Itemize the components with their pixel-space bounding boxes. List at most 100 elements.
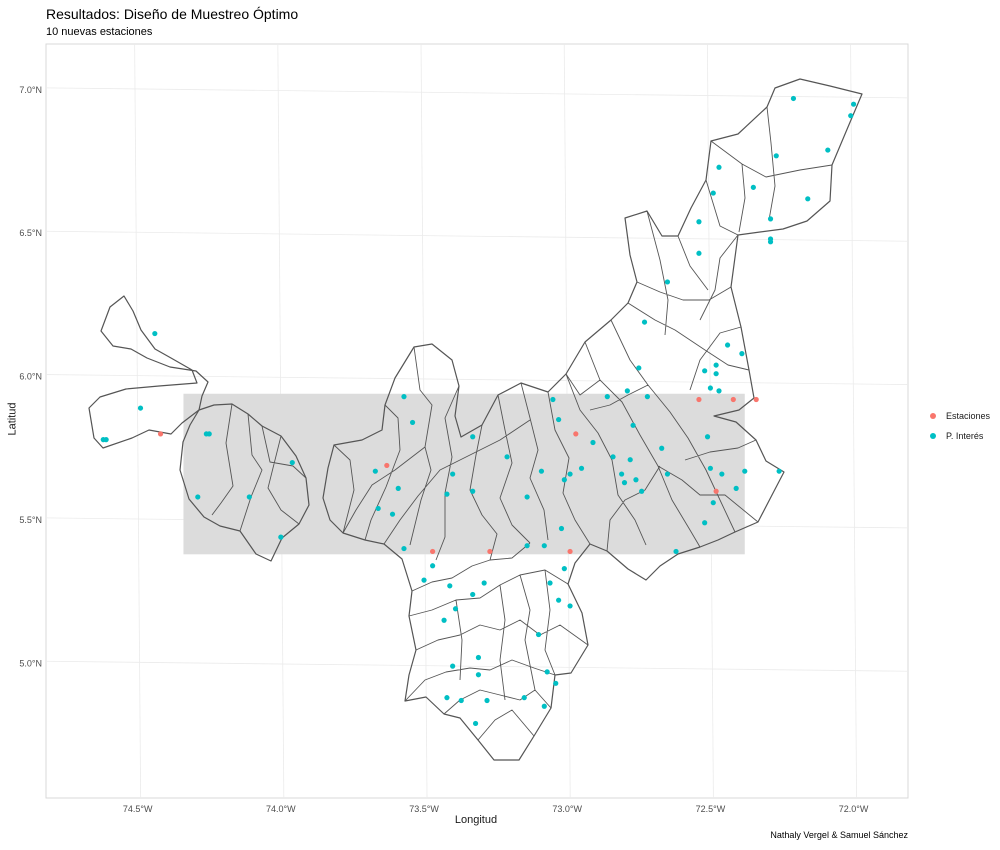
- p-interes-point: [578, 465, 585, 471]
- grid-line-y: [45, 87, 909, 99]
- p-interes-point: [470, 591, 476, 598]
- p-interes-point: [484, 697, 490, 704]
- p-interes-point: [639, 488, 645, 494]
- p-interes-point: [475, 672, 482, 678]
- p-interes-point: [733, 485, 739, 491]
- p-interes-point: [430, 563, 436, 569]
- estacion-point: [696, 396, 702, 403]
- p-interes-point: [470, 488, 476, 494]
- p-interes-point: [524, 494, 530, 500]
- p-interes-point: [739, 351, 745, 357]
- p-interes-point: [535, 631, 542, 638]
- x-axis-label: Longitud: [454, 814, 498, 826]
- p-interes-point: [409, 419, 416, 426]
- caption: Nathaly Vergel & Samuel Sánchez: [770, 830, 908, 840]
- p-interes-point: [278, 534, 284, 540]
- x-tick-label: 74.5°W: [123, 804, 153, 814]
- y-tick-label: 5.0°N: [19, 658, 42, 668]
- municipal-lines: [211, 106, 833, 741]
- p-interes-point: [553, 680, 559, 686]
- p-interes-point: [289, 459, 295, 466]
- p-interes-point: [659, 445, 665, 451]
- p-interes-point: [450, 471, 456, 477]
- p-interes-point: [195, 494, 201, 500]
- legend-item-p-interes: P. Interés: [925, 426, 990, 446]
- p-interes-point: [556, 416, 562, 423]
- p-interes-point: [375, 505, 381, 512]
- p-interes-point: [504, 454, 510, 460]
- legend: Estaciones P. Interés: [925, 406, 990, 446]
- p-interes-point: [707, 385, 713, 391]
- p-interes-point: [137, 405, 144, 411]
- p-interes-point: [696, 250, 702, 256]
- grid-line-x: [134, 43, 142, 799]
- p-interes-point: [742, 468, 748, 474]
- p-interes-point: [604, 394, 610, 400]
- estacion-point: [430, 548, 436, 555]
- p-interes-point: [590, 439, 596, 446]
- p-interes-point: [472, 720, 479, 727]
- x-axis-label-wrap: Longitud: [0, 814, 1000, 826]
- p-interes-point: [421, 577, 427, 583]
- p-interes-point: [567, 471, 573, 477]
- p-interes-point: [372, 468, 378, 474]
- p-interes-point: [664, 471, 671, 477]
- p-interes-point: [547, 580, 553, 586]
- p-interes-point: [475, 654, 482, 661]
- grid-line-y: [45, 374, 909, 385]
- p-interes-point: [610, 454, 616, 460]
- p-interes-point: [401, 394, 407, 400]
- grid-line-y: [45, 660, 909, 672]
- x-tick-label: 72.0°W: [839, 804, 869, 814]
- y-axis-ticks: 5.0°N 5.5°N 6.0°N 6.5°N 7.0°N: [19, 85, 42, 668]
- p-interes-point: [561, 566, 567, 572]
- p-interes-point: [805, 196, 811, 202]
- p-interes-point: [636, 365, 642, 371]
- p-interes-point: [481, 580, 487, 586]
- p-interes-point: [713, 362, 719, 368]
- p-interes-point: [633, 477, 639, 483]
- legend-label-estaciones: Estaciones: [946, 411, 991, 421]
- p-interes-point: [444, 491, 450, 497]
- p-interes-point: [702, 368, 708, 374]
- p-interes-point: [767, 239, 774, 245]
- p-interes-point: [544, 669, 550, 675]
- p-interes-point: [452, 606, 459, 612]
- p-interes-point: [750, 184, 756, 190]
- legend-key-p-interes: [930, 433, 936, 439]
- estacion-point: [730, 396, 736, 403]
- p-interes-point: [673, 548, 679, 555]
- p-interes-point: [441, 617, 447, 623]
- grid-line-x: [850, 43, 857, 799]
- estacion-point: [487, 548, 493, 555]
- chart-subtitle: 10 nuevas estaciones: [46, 26, 153, 38]
- p-interes-point: [541, 543, 547, 549]
- estacion-point: [753, 396, 759, 403]
- p-interes-point: [724, 342, 731, 348]
- estacion-point: [384, 462, 390, 469]
- p-interes-point: [550, 396, 556, 403]
- y-tick-label: 6.0°N: [19, 372, 42, 382]
- chart-title: Resultados: Diseño de Muestreo Óptimo: [46, 6, 299, 22]
- data-points: [100, 95, 857, 727]
- p-interes-point: [664, 279, 671, 285]
- p-interes-point: [848, 113, 854, 119]
- p-interes-point: [521, 695, 527, 701]
- p-interes-point: [458, 697, 464, 704]
- estacion-point: [567, 548, 573, 555]
- p-interes-point: [450, 663, 456, 669]
- p-interes-point: [644, 394, 650, 400]
- shaded-sampling-band: [183, 393, 745, 555]
- region-outline-west-lobe: [88, 295, 209, 449]
- p-interes-point: [710, 190, 716, 196]
- p-interes-point: [556, 597, 562, 603]
- y-tick-label: 5.5°N: [19, 515, 42, 525]
- p-interes-point: [825, 147, 831, 153]
- grid-line-y: [45, 230, 909, 242]
- estacion-point: [157, 431, 164, 437]
- p-interes-point: [558, 525, 565, 532]
- x-tick-label: 73.5°W: [409, 804, 439, 814]
- p-interes-point: [850, 101, 857, 107]
- p-interes-point: [713, 371, 719, 377]
